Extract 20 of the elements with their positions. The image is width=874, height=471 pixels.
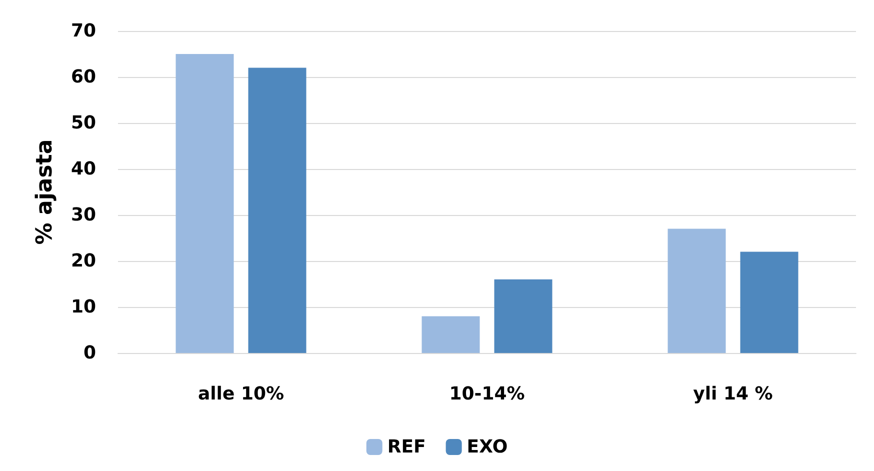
x-tick-label: alle 10% (198, 384, 284, 404)
bar (176, 54, 234, 353)
y-tick-label: 60 (70, 66, 96, 88)
y-tick-label: 10 (70, 296, 96, 318)
legend-label: EXO (466, 436, 508, 458)
bar (248, 68, 306, 353)
bar (422, 316, 480, 353)
y-axis-title: % ajasta (32, 139, 58, 245)
legend-label: REF (387, 436, 426, 458)
bar (494, 279, 552, 353)
x-tick-label: 10-14% (449, 384, 525, 404)
y-tick-label: 70 (70, 20, 96, 42)
y-tick-label: 20 (70, 250, 96, 272)
x-tick-label: yli 14 % (693, 384, 773, 404)
y-tick-label: 50 (70, 112, 96, 134)
y-tick-label: 30 (70, 204, 96, 226)
bar (668, 228, 726, 353)
y-tick-label: 40 (70, 158, 96, 180)
y-tick-label: 0 (83, 342, 96, 364)
bar (740, 252, 798, 353)
